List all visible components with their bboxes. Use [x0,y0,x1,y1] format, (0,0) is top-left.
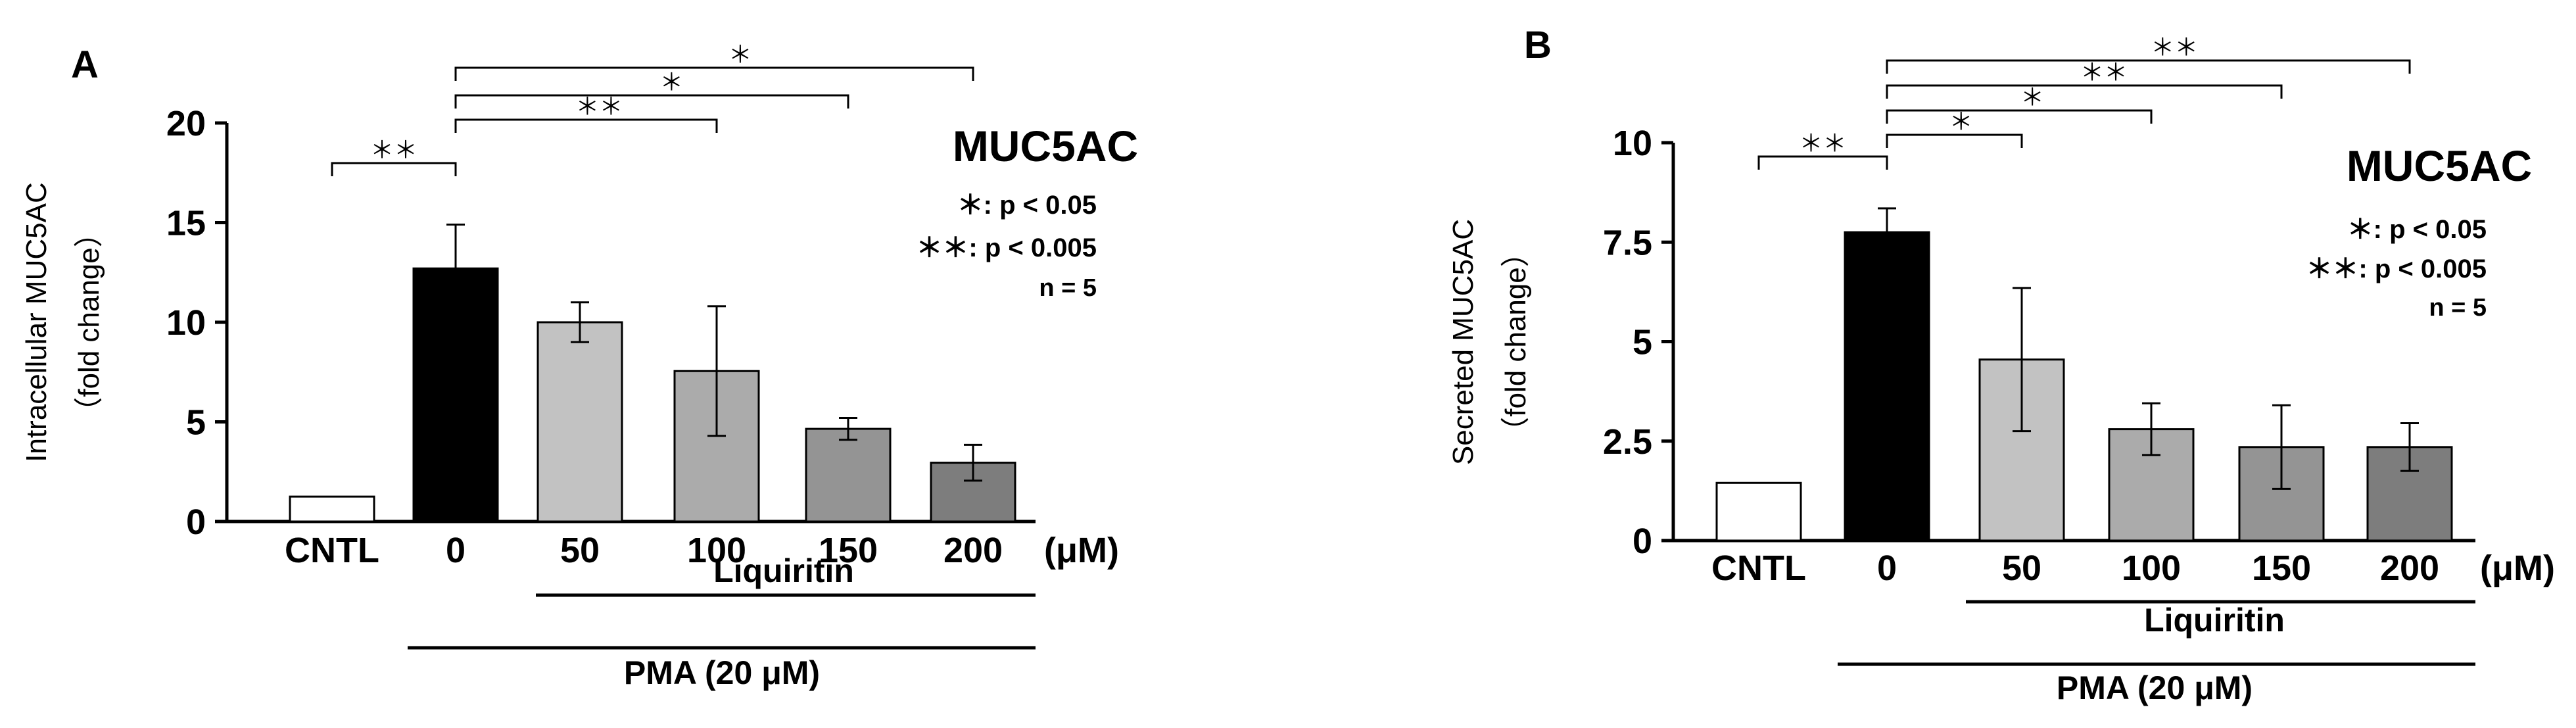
significance-bracket [454,118,718,133]
significance-stars: ＊＊ [2080,59,2128,85]
significance-bracket [1886,84,2283,99]
bar-100 [673,370,760,523]
significance-bracket [1886,59,2411,74]
bar-50 [537,321,623,523]
pma-label: PMA (20 μM) [624,654,820,691]
x-tick-label: 0 [1877,548,1897,588]
y-tick-label: 10 [166,303,206,343]
y-tick-label: 2.5 [1603,422,1652,462]
significance-stars: ＊＊ [370,136,417,163]
x-tick-label: CNTL [285,531,379,570]
panel-label: B [1524,24,1552,66]
y-tick-label: 20 [166,104,206,143]
y-axis-label-unit: （fold change） [73,218,105,426]
significance-stars: ＊＊ [575,93,623,120]
significance-bracket [1757,155,1888,170]
x-tick-label: 50 [2002,548,2041,588]
y-tick-label: 10 [1613,124,1652,163]
bar-0 [1844,231,1930,542]
legend-line: n = 5 [1039,274,1097,302]
legend-line: ＊＊: p < 0.005 [2306,255,2487,283]
y-tick-label: 7.5 [1603,223,1652,262]
legend-line: ＊: p < 0.05 [2347,215,2487,244]
significance-stars: ＊ [728,41,752,68]
unit-label: (μM) [2480,548,2555,588]
legend-line: ＊: p < 0.05 [957,191,1097,220]
x-tick-label: 100 [687,531,746,570]
legend-line: n = 5 [2429,294,2487,322]
bar-150 [805,427,892,523]
y-tick-label: 0 [186,502,206,542]
pma-label: PMA (20 μM) [2057,669,2253,706]
significance-stars: ＊ [2020,84,2044,110]
y-tick-label: 5 [1633,323,1652,362]
x-tick-label: 50 [560,531,600,570]
y-axis-label: Intracellular MUC5AC [20,182,53,462]
x-tick-label: 100 [2122,548,2181,588]
bar-CNTL [1715,481,1802,542]
significance-stars: ＊ [1949,108,1973,135]
legend-line: ＊＊: p < 0.005 [916,233,1097,262]
y-tick-label: 0 [1633,522,1652,561]
x-tick-label: 200 [2380,548,2439,588]
significance-bracket [454,94,849,109]
bar-CNTL [289,495,375,523]
significance-bracket [1886,133,2023,148]
y-axis-label-unit: （fold change） [1500,238,1532,446]
unit-label: (μM) [1044,531,1119,570]
liquiritin-label: Liquiritin [2144,602,2285,639]
y-tick-label: 15 [166,204,206,243]
panel-b: B 0 2.5 5 7.5 10 Secreted MUC5AC （fold change） C… [1447,24,2555,706]
x-tick-label: 0 [446,531,465,570]
chart-title: MUC5AC [2347,141,2532,190]
significance-bracket [454,66,974,81]
significance-stars: ＊＊ [2151,34,2198,61]
y-tick-label: 5 [186,403,206,443]
significance-stars: ＊ [659,68,683,95]
significance-bracket [1886,109,2153,124]
panel-label: A [71,43,99,86]
x-tick-label: 200 [943,531,1003,570]
x-tick-label: CNTL [1711,548,1806,588]
x-tick-label: 150 [819,531,878,570]
liquiritin-label: Liquiritin [713,552,854,589]
chart-title: MUC5AC [953,122,1138,170]
y-axis-label: Secreted MUC5AC [1447,219,1479,465]
panel-a: A 0 5 10 15 20 Intracellular MUC5AC （fold chang… [20,41,1138,691]
x-tick-label: 150 [2252,548,2311,588]
significance-bracket [331,162,457,176]
significance-stars: ＊＊ [1799,130,1846,157]
